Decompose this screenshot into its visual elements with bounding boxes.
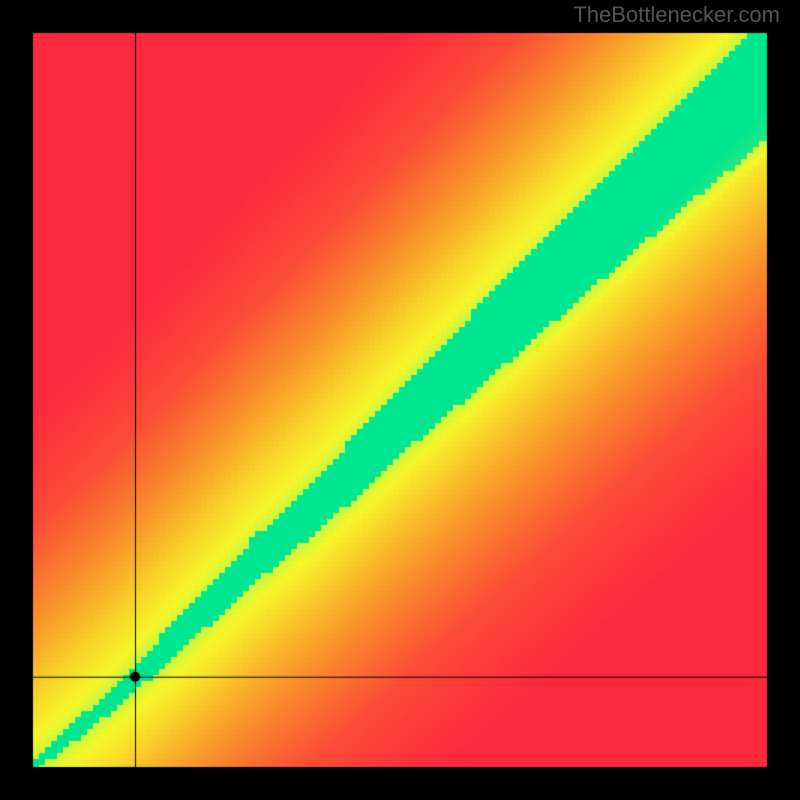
heatmap-canvas: [0, 0, 800, 800]
chart-container: TheBottlenecker.com: [0, 0, 800, 800]
watermark-text: TheBottlenecker.com: [573, 2, 780, 28]
